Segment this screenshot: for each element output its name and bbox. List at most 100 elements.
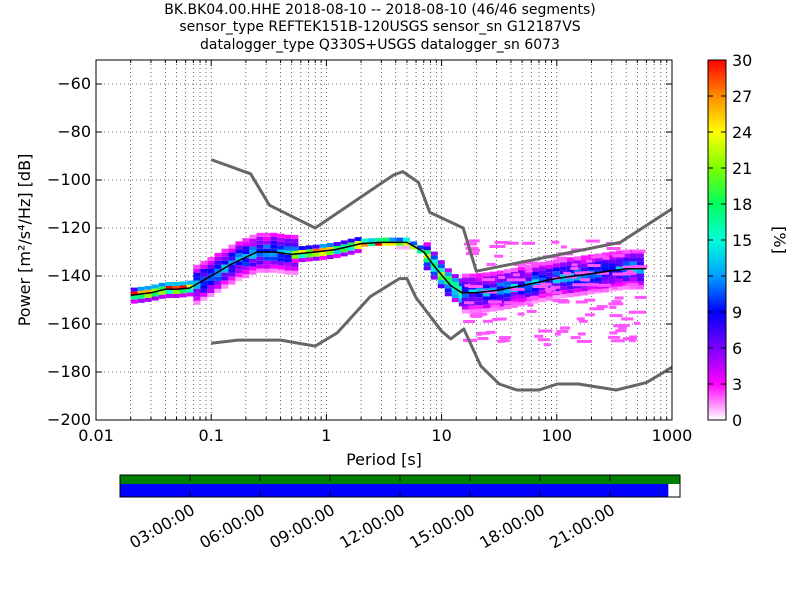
- density-cell: [489, 287, 497, 292]
- density-cell: [545, 268, 553, 273]
- colorbar-tick-label: 6: [732, 339, 742, 358]
- density-cell: [396, 245, 404, 250]
- density-cell: [417, 245, 425, 250]
- density-cell: [573, 284, 581, 289]
- density-cell: [525, 261, 539, 265]
- colorbar-label: [%]: [770, 226, 789, 254]
- density-cell: [545, 272, 553, 277]
- density-cell: [354, 241, 362, 246]
- density-cell: [249, 238, 257, 243]
- density-cell: [249, 270, 257, 275]
- density-cell: [193, 276, 201, 281]
- density-cell: [622, 277, 630, 282]
- density-cell: [242, 274, 250, 279]
- density-cell: [179, 289, 187, 294]
- density-cell: [615, 282, 623, 287]
- density-cell: [633, 310, 647, 314]
- density-cell: [504, 301, 517, 305]
- density-cell: [249, 242, 257, 247]
- density-cell: [207, 273, 215, 277]
- colorbar-tick-label: 0: [732, 411, 742, 430]
- density-cell: [228, 272, 236, 277]
- density-cell: [158, 286, 166, 291]
- density-cell: [228, 244, 236, 249]
- density-cell: [531, 267, 539, 272]
- density-cell: [221, 264, 229, 269]
- density-cell: [482, 308, 490, 313]
- density-cell: [284, 242, 292, 247]
- density-cell: [165, 290, 173, 294]
- density-cell: [214, 260, 222, 265]
- density-cell: [319, 247, 327, 252]
- density-cell: [539, 282, 552, 286]
- density-cell: [158, 290, 166, 295]
- density-cell: [552, 263, 560, 268]
- density-cell: [256, 256, 264, 261]
- density-cell: [566, 257, 574, 262]
- density-cell: [566, 277, 574, 282]
- y-axis: −200 −180 −160 −140 −120 −100 −80 −60: [47, 74, 672, 429]
- density-cell: [566, 261, 574, 266]
- density-cell: [524, 277, 532, 282]
- density-cell: [256, 236, 264, 241]
- density-cell: [291, 234, 299, 239]
- density-cell: [437, 276, 445, 281]
- density-cell: [475, 309, 483, 314]
- density-cell: [403, 245, 411, 250]
- density-cell: [539, 261, 553, 265]
- density-cell: [256, 244, 264, 249]
- density-cell: [503, 241, 519, 245]
- density-cell: [596, 305, 608, 309]
- density-cell: [489, 245, 506, 248]
- density-cell: [629, 285, 637, 290]
- density-cell: [586, 259, 593, 263]
- density-cell: [503, 273, 511, 278]
- density-cell: [580, 291, 588, 296]
- density-cell: [524, 293, 532, 298]
- density-cell: [207, 261, 215, 265]
- density-cell: [531, 279, 539, 284]
- density-cell: [580, 287, 588, 292]
- time-tick-label: 12:00:00: [336, 500, 408, 552]
- density-cell: [552, 259, 560, 264]
- density-cell: [417, 249, 425, 254]
- density-cell: [444, 292, 452, 297]
- density-cell: [305, 257, 313, 262]
- density-cell: [270, 244, 278, 249]
- density-cell: [545, 280, 553, 285]
- density-cell: [489, 283, 497, 288]
- density-cell: [626, 282, 639, 286]
- density-cell: [580, 278, 591, 282]
- density-cell: [437, 280, 445, 285]
- density-cell: [544, 287, 556, 291]
- density-cell: [186, 284, 194, 289]
- density-cell: [538, 329, 553, 333]
- density-cell: [277, 245, 285, 250]
- time-tick-label: 09:00:00: [266, 500, 338, 552]
- density-cell: [492, 318, 498, 321]
- density-cell: [464, 301, 474, 305]
- density-cell: [552, 287, 560, 292]
- density-cell: [256, 264, 264, 269]
- density-cell: [437, 268, 445, 273]
- density-cell: [601, 280, 609, 285]
- density-cell: [615, 250, 623, 255]
- colorbar: 0 3 6 9 12 15 18 21 24 27 30 [%]: [707, 51, 789, 430]
- density-cell: [200, 272, 208, 277]
- density-cell: [626, 270, 634, 274]
- density-cell: [284, 258, 292, 263]
- density-cell: [609, 305, 617, 309]
- density-cell: [403, 237, 411, 242]
- density-cell: [510, 291, 518, 296]
- density-cell: [200, 292, 208, 297]
- density-cell: [270, 252, 278, 257]
- density-cell: [552, 283, 560, 288]
- density-cell: [423, 250, 431, 255]
- density-cell: [621, 317, 634, 321]
- time-tick-label: 18:00:00: [476, 500, 548, 552]
- density-cell: [496, 286, 504, 291]
- density-cell: [242, 250, 250, 255]
- density-cell: [531, 271, 539, 276]
- density-cell: [609, 331, 618, 335]
